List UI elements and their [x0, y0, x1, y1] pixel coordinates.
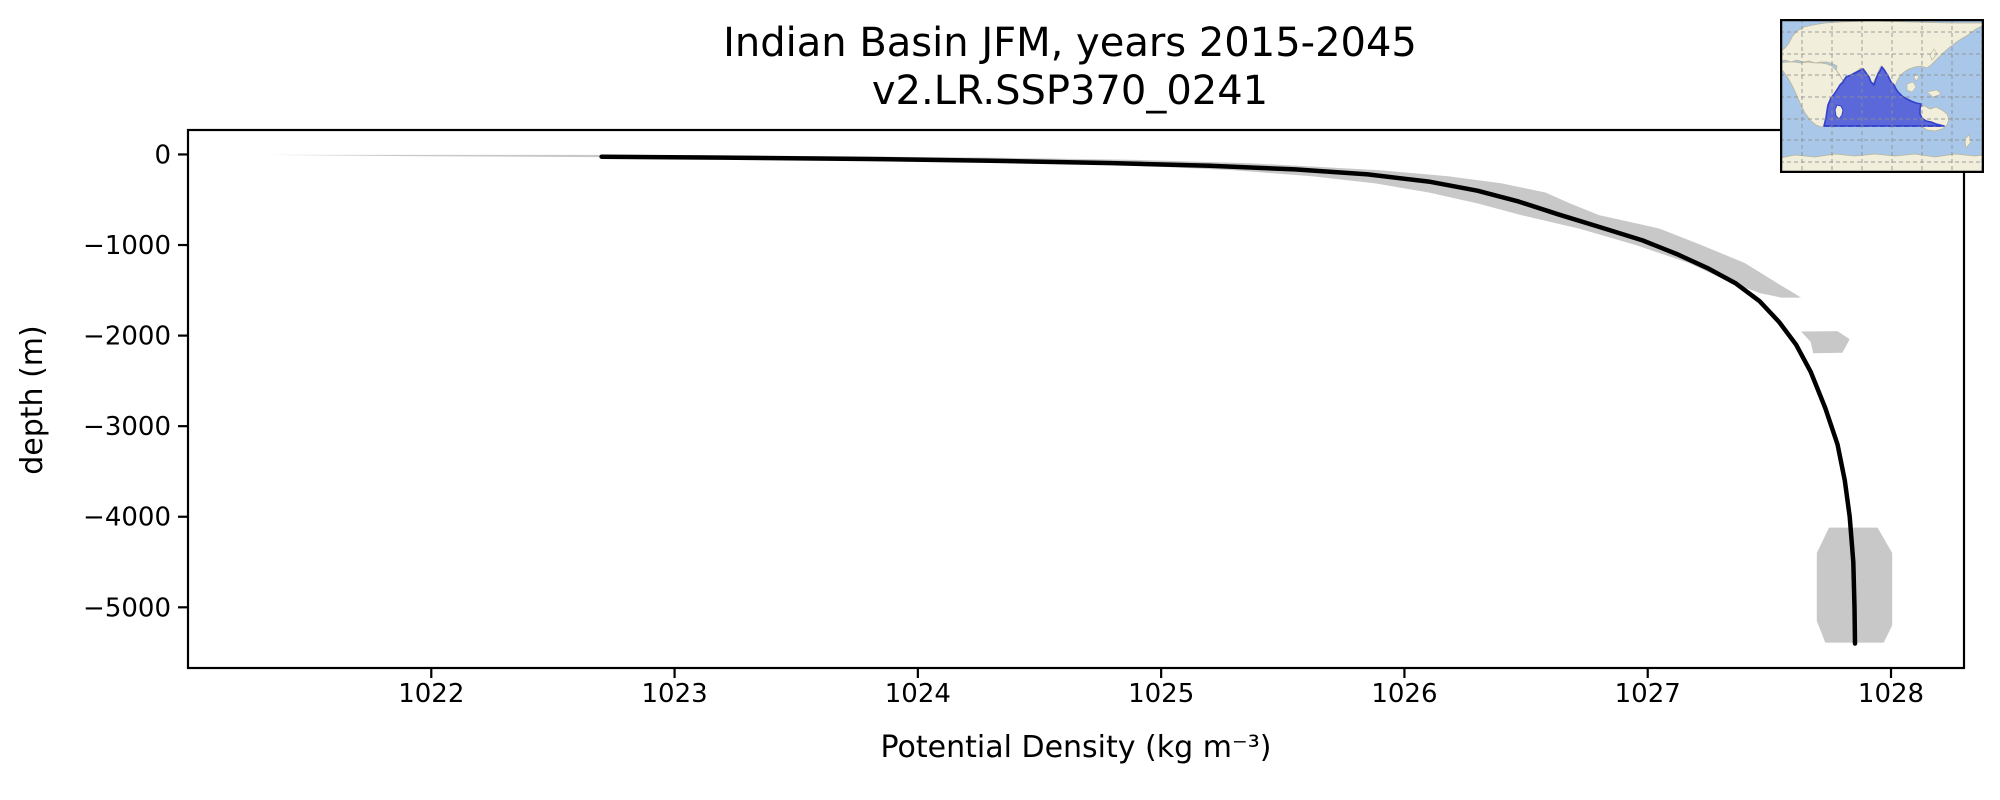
- inset-map-svg: [1779, 18, 1985, 174]
- y-tick-label: −2000: [83, 322, 171, 352]
- island-madagascar: [1834, 104, 1844, 120]
- x-tick-label: 1022: [398, 679, 464, 709]
- chart-title-line1: Indian Basin JFM, years 2015-2045: [723, 20, 1417, 66]
- chart-title-line2: v2.LR.SSP370_0241: [872, 68, 1268, 114]
- inset-map: [1779, 18, 1985, 174]
- island-borneo: [1906, 81, 1917, 93]
- x-tick-label: 1026: [1371, 679, 1437, 709]
- x-tick-label: 1028: [1858, 679, 1924, 709]
- y-tick-label: −1000: [83, 231, 171, 261]
- x-tick-label: 1023: [641, 679, 707, 709]
- map-border: [1779, 18, 1985, 174]
- y-tick-label: 0: [154, 140, 171, 170]
- island-new-guinea: [1926, 89, 1942, 98]
- profile-line: [599, 154, 1858, 646]
- x-tick-label: 1024: [885, 679, 951, 709]
- uncertainty-band: [268, 154, 1801, 298]
- island-philippines: [1913, 73, 1920, 82]
- x-tick-label: 1025: [1128, 679, 1194, 709]
- y-tick-label: −4000: [83, 503, 171, 533]
- island-new-zealand: [1964, 134, 1972, 149]
- indian-basin-region: [1823, 66, 1945, 127]
- graticule-grid-lines: [1780, 19, 1984, 173]
- x-axis-label: Potential Density (kg m⁻³): [881, 730, 1272, 765]
- y-tick-label: −3000: [83, 412, 171, 442]
- y-tick-label: −5000: [83, 593, 171, 623]
- x-tick-label: 1027: [1615, 679, 1681, 709]
- plot-area: 1022 1023 1024 1025 1026 1027 1028 0 −1000 −2000 −…: [83, 128, 1966, 709]
- axes-spines: [186, 128, 1966, 670]
- landmass-antarctica: [1779, 153, 1985, 174]
- uncertainty-band-blob-1: [1801, 331, 1850, 354]
- y-axis-label: depth (m): [15, 325, 50, 475]
